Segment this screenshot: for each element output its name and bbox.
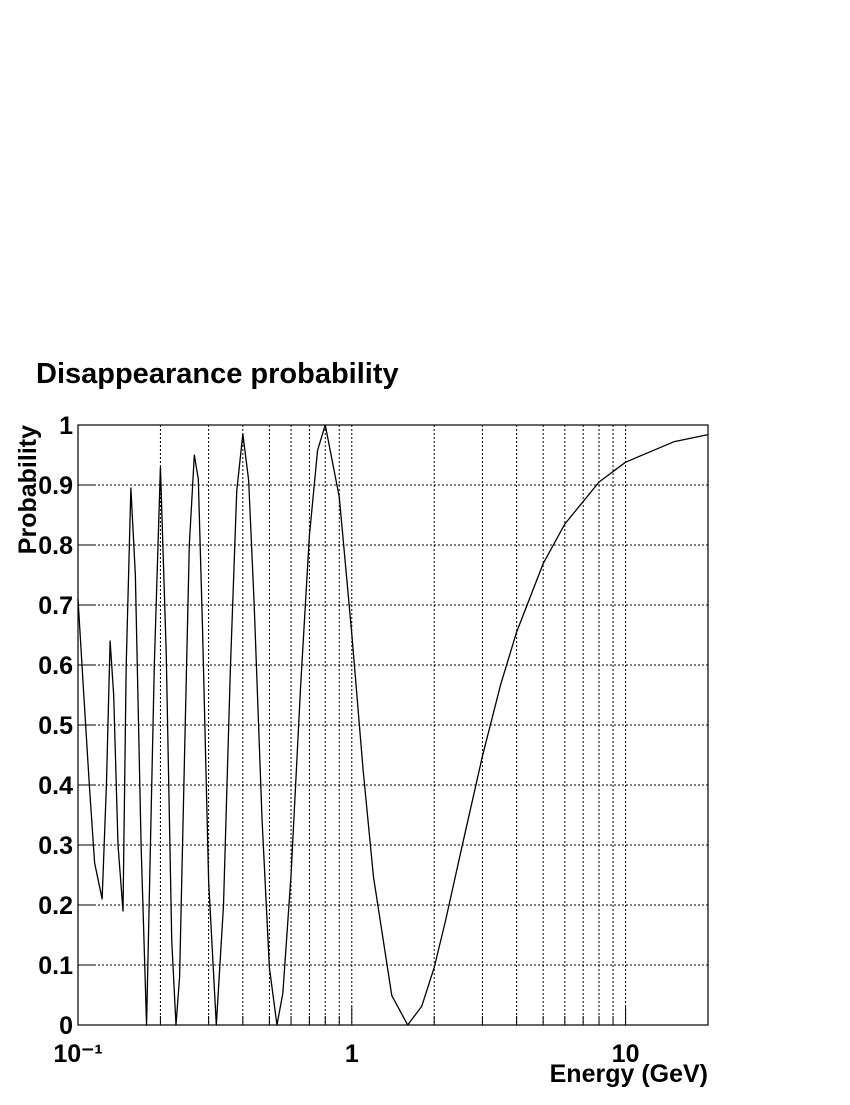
y-tick-label: 0.7 bbox=[38, 592, 73, 620]
y-tick-label: 0.6 bbox=[38, 652, 73, 680]
data-line bbox=[77, 424, 709, 1026]
y-tick-label: 0.9 bbox=[38, 472, 73, 500]
y-tick-label: 0.2 bbox=[38, 892, 73, 920]
x-axis-label: Energy (GeV) bbox=[550, 1060, 708, 1088]
y-tick-label: 0.1 bbox=[38, 952, 73, 980]
y-tick-label: 0.3 bbox=[38, 832, 73, 860]
chart-title: Disappearance probability bbox=[36, 358, 399, 390]
y-axis-label: Probability bbox=[14, 425, 42, 554]
y-tick-label: 1 bbox=[59, 412, 73, 440]
y-tick-label: 0.5 bbox=[38, 712, 73, 740]
y-tick-label: 0.4 bbox=[38, 772, 73, 800]
plot-frame bbox=[77, 424, 709, 1026]
y-tick-label: 0.8 bbox=[38, 532, 73, 560]
y-tick-label: 0 bbox=[59, 1012, 73, 1040]
x-tick-label: 10⁻¹ bbox=[53, 1040, 102, 1068]
x-tick-label: 1 bbox=[345, 1040, 359, 1068]
x-tick-label: 10 bbox=[612, 1040, 640, 1068]
plot-area bbox=[77, 424, 709, 1026]
